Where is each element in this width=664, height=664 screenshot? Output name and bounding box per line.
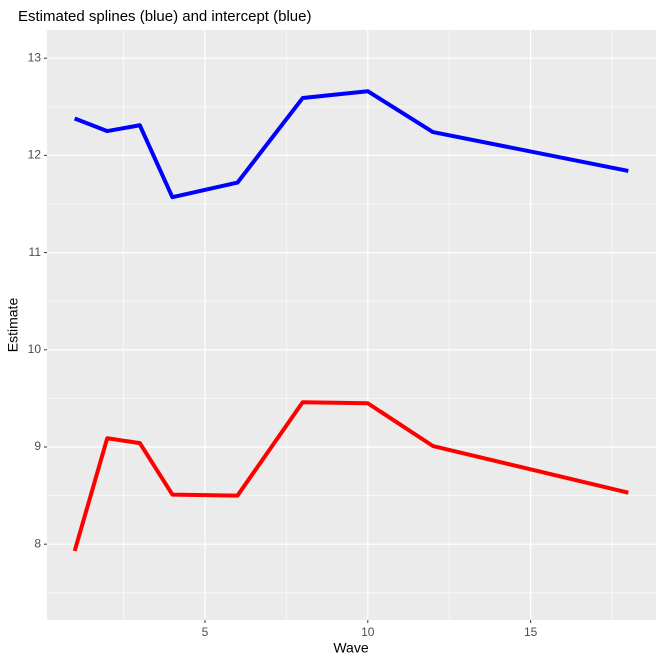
y-tick-label: 8	[34, 536, 41, 550]
y-tick-label: 13	[28, 50, 42, 64]
chart-title: Estimated splines (blue) and intercept (…	[18, 8, 311, 25]
y-tick-label: 10	[28, 342, 42, 356]
line-series	[72, 400, 629, 552]
plot-panel	[47, 30, 656, 620]
x-axis-label: Wave	[333, 640, 368, 656]
x-tick-label: 10	[361, 625, 375, 639]
x-tick-label: 15	[524, 625, 538, 639]
x-tick-label: 5	[202, 625, 209, 639]
y-axis-label: Estimate	[5, 298, 21, 353]
line-series	[73, 89, 629, 200]
y-tick-label: 11	[29, 245, 42, 259]
y-tick-label: 9	[34, 439, 41, 453]
y-tick-label: 12	[28, 148, 42, 162]
